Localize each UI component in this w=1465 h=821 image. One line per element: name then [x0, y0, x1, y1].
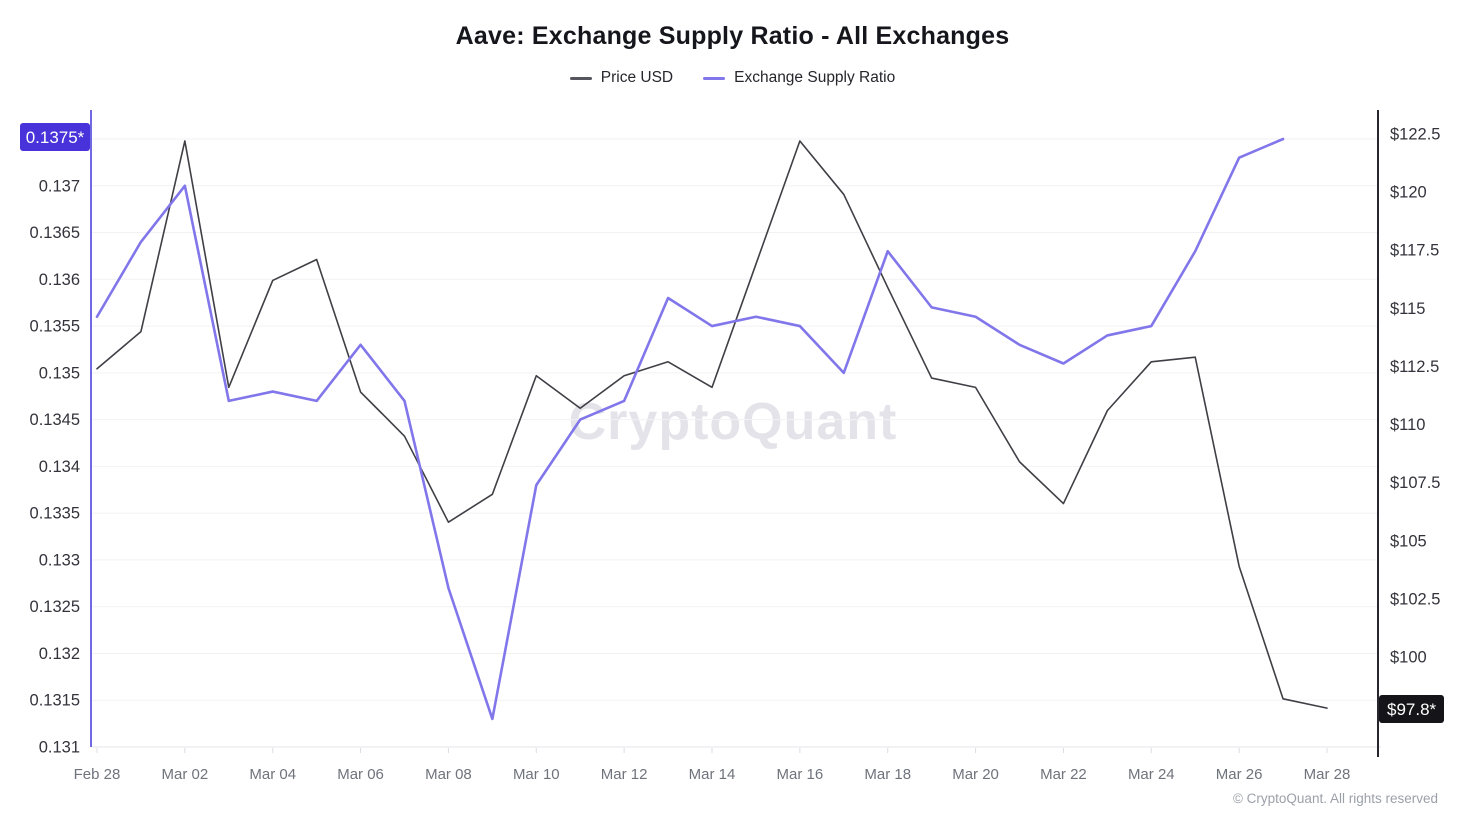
- x-tick-label: Mar 16: [777, 766, 824, 783]
- left-tick-label: 0.1345: [30, 411, 80, 429]
- right-tick-label: $102.5: [1390, 590, 1440, 608]
- x-tick-label: Mar 08: [425, 766, 472, 783]
- right-tick-label: $105: [1390, 532, 1427, 550]
- x-tick-label: Mar 14: [689, 766, 736, 783]
- x-tick-label: Mar 06: [337, 766, 384, 783]
- left-tick-label: 0.135: [39, 364, 80, 382]
- x-axis-ticks: Feb 28 Mar 02 Mar 04 Mar 06 Mar 08 Mar 10 Mar …: [74, 748, 1351, 783]
- left-tick-label: 0.134: [39, 458, 80, 476]
- left-tick-label: 0.1335: [30, 505, 80, 523]
- price-usd-line-swatch-icon: [569, 76, 592, 80]
- chart-legend: Price USD Exchange Supply Ratio: [0, 69, 1465, 87]
- latest-ratio-badge: 0.1375*: [20, 123, 90, 151]
- right-tick-label: $115: [1390, 300, 1425, 318]
- x-tick-label: Mar 04: [249, 766, 296, 783]
- legend-label-price-usd: Price USD: [600, 69, 674, 86]
- x-tick-label: Mar 28: [1304, 766, 1351, 783]
- left-tick-label: 0.1325: [30, 598, 80, 616]
- left-axis-labels: 0.137 0.1365 0.136 0.1355 0.135 0.1345 0.134 0.…: [30, 177, 80, 756]
- right-tick-label: $117.5: [1390, 242, 1439, 260]
- copyright-notice: © CryptoQuant. All rights reserved: [1232, 791, 1438, 806]
- left-tick-label: 0.1315: [30, 692, 80, 710]
- x-tick-label: Mar 02: [162, 766, 209, 783]
- right-tick-label: $100: [1390, 649, 1427, 667]
- page-title: Aave: Exchange Supply Ratio - All Exchan…: [455, 22, 1010, 50]
- right-tick-label: $110: [1390, 416, 1425, 434]
- x-tick-label: Mar 10: [513, 766, 560, 783]
- right-tick-label: $122.5: [1390, 126, 1440, 144]
- legend-item-price-usd[interactable]: Price USD: [569, 69, 674, 87]
- right-tick-label: $107.5: [1390, 474, 1440, 492]
- x-tick-label: Mar 20: [952, 766, 999, 783]
- x-tick-label: Mar 22: [1040, 766, 1087, 783]
- series-line-exchange-supply-ratio: [95, 137, 1285, 721]
- right-axis-labels: $122.5 $120 $117.5 $115 $112.5 $110 $107.5 $105…: [1390, 126, 1440, 667]
- exchange-supply-ratio-line-swatch-icon: [703, 76, 726, 80]
- left-tick-label: 0.136: [39, 271, 80, 289]
- left-tick-label: 0.1355: [30, 318, 80, 336]
- left-tick-label: 0.137: [39, 177, 80, 195]
- right-tick-label: $112.5: [1390, 358, 1439, 376]
- latest-price-badge: $97.8*: [1379, 695, 1445, 723]
- x-tick-label: Mar 18: [864, 766, 911, 783]
- legend-label-exchange-supply-ratio: Exchange Supply Ratio: [734, 69, 896, 86]
- gridlines: [91, 138, 1378, 701]
- right-tick-label: $120: [1390, 184, 1427, 202]
- x-tick-label: Mar 26: [1216, 766, 1263, 783]
- x-tick-label: Mar 24: [1128, 766, 1175, 783]
- left-tick-label: 0.131: [39, 739, 80, 757]
- legend-item-exchange-supply-ratio[interactable]: Exchange Supply Ratio: [703, 69, 895, 87]
- x-tick-label: Feb 28: [74, 766, 121, 783]
- series-line-price-usd: [96, 140, 1328, 709]
- left-tick-label: 0.132: [39, 645, 80, 663]
- left-tick-label: 0.1365: [30, 224, 80, 242]
- x-tick-label: Mar 12: [601, 766, 648, 783]
- left-tick-label: 0.133: [39, 551, 80, 569]
